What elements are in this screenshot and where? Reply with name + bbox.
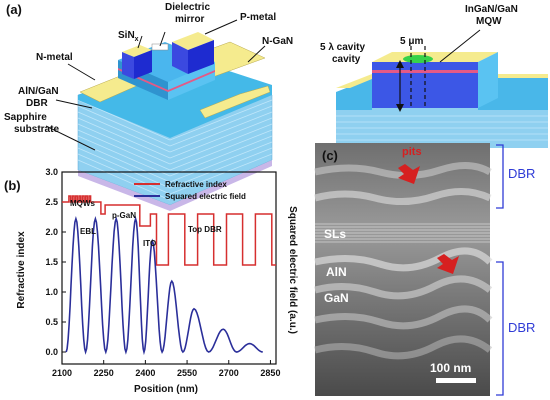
y-tick-label: 1.5	[45, 257, 58, 267]
x-axis-title: Position (nm)	[134, 384, 198, 395]
label-n-gan: N-GaN	[262, 36, 293, 47]
legend-squared-electric-field: Squared electric field	[165, 192, 246, 201]
label-pits: pits	[402, 146, 422, 158]
plot-frame	[61, 171, 277, 365]
y-tick-label: 3.0	[45, 167, 58, 177]
sinx-block	[122, 45, 152, 57]
label-aln: AlN	[326, 265, 347, 279]
y-tick-label: 1.0	[45, 287, 58, 297]
annotation-p-gan: p-GaN	[112, 211, 136, 220]
scale-bar-label: 100 nm	[430, 361, 471, 375]
x-tick-label: 2850	[260, 368, 280, 378]
label-cavity: 5 λ cavity cavity	[320, 42, 368, 65]
x-tick-label: 2550	[177, 368, 197, 378]
label-sinx: SiNx	[118, 30, 139, 43]
label-aperture-5um: 5 μm	[400, 36, 423, 47]
scale-bar	[436, 378, 476, 383]
x-tick-label: 2100	[52, 368, 72, 378]
label-n-metal: N-metal	[36, 52, 73, 63]
legend: Refractive index Squared electric field	[134, 180, 246, 201]
y-tick-label: 0.0	[45, 347, 58, 357]
annotation-ito: ITO	[143, 239, 156, 248]
panel-a-cavity-illustration: InGaN/GaN MQW 5 μm 5 λ cavity cavity	[320, 4, 548, 148]
label-sapphire-substrate: Sapphire substrate	[4, 112, 59, 135]
label-aln-gan-dbr: AlN/GaN DBR	[18, 86, 61, 109]
dbr-brace-bottom	[496, 261, 504, 396]
panel-c-label: (c)	[322, 148, 338, 163]
pit-arrow-bottom	[437, 254, 459, 274]
panel-b-chart: (b) 2100 2250 2400 2550 2700 2850 0.0 0.5 1.0 1.5…	[4, 167, 298, 395]
label-ingan-gan-mqw: InGaN/GaN MQW	[465, 4, 521, 27]
label-p-metal: P-metal	[240, 12, 276, 23]
annotation-top-dbr: Top DBR	[188, 225, 222, 234]
y-axis-title: Refractive index	[16, 231, 27, 309]
pit-arrow-top	[398, 164, 420, 184]
annotation-mqws: MQWs	[70, 199, 95, 208]
y-tick-label: 2.0	[45, 227, 58, 237]
label-dbr-top: DBR	[508, 166, 535, 181]
y-tick-label: 0.5	[45, 317, 58, 327]
label-sls: SLs	[324, 227, 346, 241]
x-tick-label: 2400	[135, 368, 155, 378]
label-gan: GaN	[324, 291, 349, 305]
x-tick-label: 2700	[219, 368, 239, 378]
dbr-brace-top	[496, 144, 504, 209]
y2-axis-title: Squared electric field (a.u.)	[287, 206, 298, 334]
label-dielectric-mirror: Dielectric mirror	[165, 2, 213, 25]
panel-a-device-illustration: (a)	[4, 2, 293, 211]
legend-refractive-index: Refractive index	[165, 180, 227, 189]
chart-layer: 2100 2250 2400 2550 2700 2850 0.0 0.5 1.0 1.5 2.0 2…	[45, 167, 280, 378]
y-tick-label: 2.5	[45, 197, 58, 207]
label-dbr-bottom: DBR	[508, 320, 535, 335]
series-refractive-index	[62, 195, 276, 266]
series-squared-electric-field	[65, 215, 263, 356]
p-metal-block	[172, 32, 214, 50]
panel-b-label: (b)	[4, 178, 21, 193]
panel-a-label: (a)	[6, 2, 22, 17]
x-tick-label: 2250	[94, 368, 114, 378]
panel-c-tem-image: (c) pits SLs AlN GaN 100 nm DBR DBR	[314, 143, 535, 396]
dielectric-mirror	[151, 43, 169, 51]
annotation-ebl: EBL	[80, 227, 96, 236]
